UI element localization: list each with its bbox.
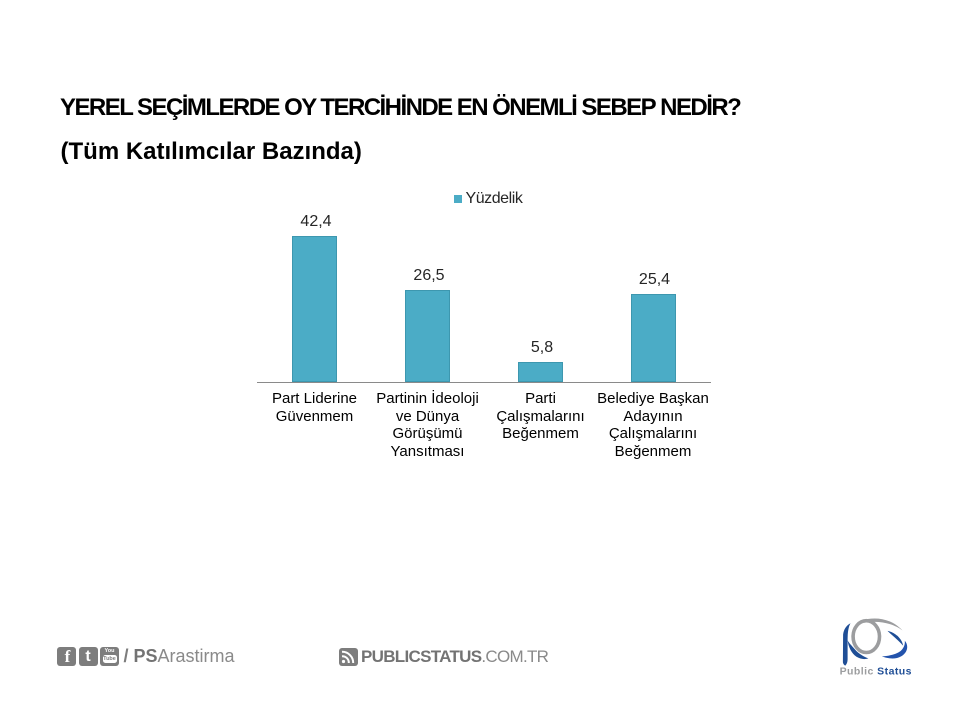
svg-text:Public Status: Public Status [840,665,912,677]
